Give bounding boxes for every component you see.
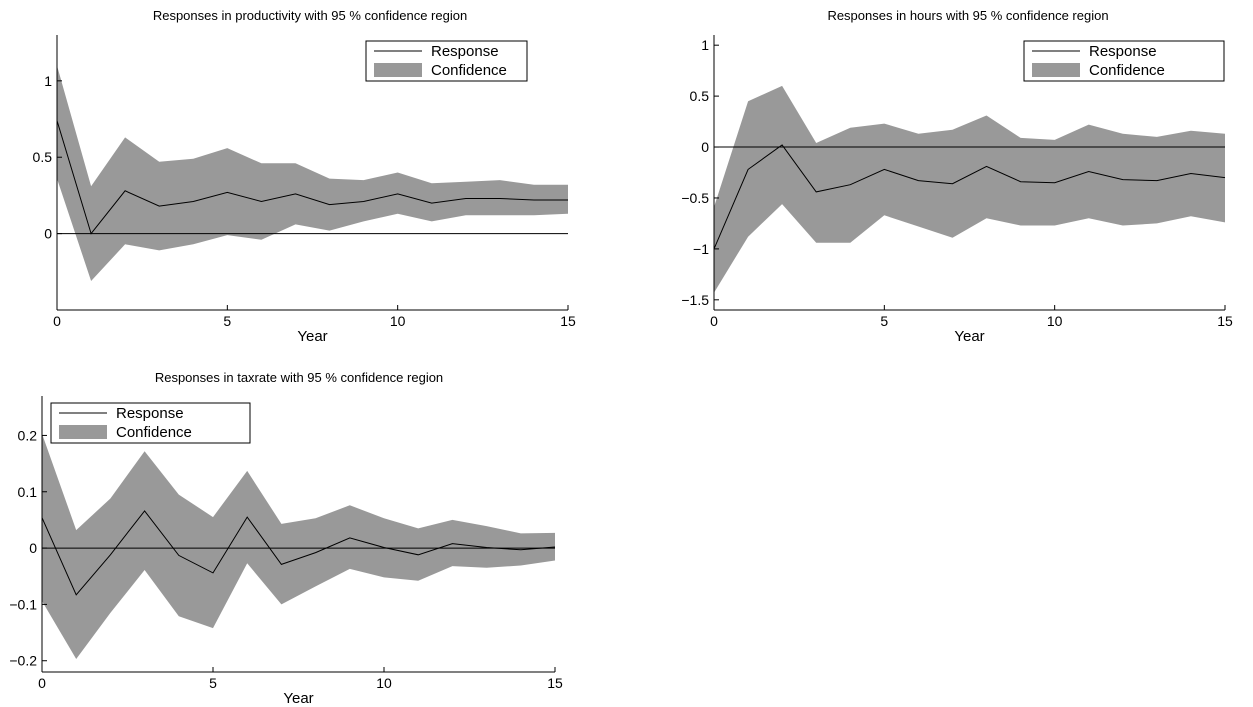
y-tick-label: −0.2 <box>9 653 37 669</box>
y-tick-label: −0.1 <box>9 596 37 612</box>
response-line <box>41 510 556 596</box>
chart-panel-3: Responses in taxrate with 95 % confidenc… <box>9 370 563 707</box>
legend-confidence-label: Confidence <box>116 424 192 441</box>
y-tick-label: 0.5 <box>690 88 710 104</box>
response-line <box>56 120 568 235</box>
confidence-band <box>57 65 568 281</box>
y-tick-label: 0 <box>44 226 52 242</box>
chart-panel-2: Responses in hours with 95 % confidence … <box>681 8 1233 345</box>
legend-confidence-swatch <box>1032 63 1080 77</box>
legend-confidence-label: Confidence <box>431 62 507 79</box>
legend-confidence-label: Confidence <box>1089 62 1165 79</box>
chart-title: Responses in hours with 95 % confidence … <box>827 8 1108 23</box>
legend: Response Confidence <box>1023 40 1225 82</box>
x-tick-label: 15 <box>547 675 563 691</box>
x-axis-label: Year <box>954 328 984 345</box>
y-tick-label: 0 <box>701 139 709 155</box>
y-tick-label: 0 <box>29 540 37 556</box>
y-tick-label: −1 <box>693 241 709 257</box>
x-tick-label: 10 <box>1047 313 1063 329</box>
x-tick-label: 0 <box>53 313 61 329</box>
x-tick-label: 10 <box>390 313 406 329</box>
legend: Response Confidence <box>50 402 251 444</box>
x-axis-label: Year <box>283 690 313 707</box>
response-line <box>713 144 1226 250</box>
confidence-band <box>42 433 555 659</box>
x-tick-label: 5 <box>880 313 888 329</box>
y-tick-label: 1 <box>701 37 709 53</box>
y-tick-label: 0.1 <box>18 484 38 500</box>
x-tick-label: 10 <box>376 675 392 691</box>
legend-response-label: Response <box>116 405 184 422</box>
y-tick-label: 0.5 <box>33 149 53 165</box>
y-tick-label: −0.5 <box>681 190 709 206</box>
legend-confidence-swatch <box>59 425 107 439</box>
chart-panel-1: Responses in productivity with 95 % conf… <box>33 8 576 345</box>
x-tick-label: 15 <box>1217 313 1233 329</box>
x-axis-label: Year <box>297 328 327 345</box>
y-tick-label: −1.5 <box>681 292 709 308</box>
x-tick-label: 0 <box>38 675 46 691</box>
legend: Response Confidence <box>365 40 528 82</box>
legend-response-label: Response <box>431 43 499 60</box>
x-tick-label: 15 <box>560 313 576 329</box>
x-tick-label: 5 <box>223 313 231 329</box>
legend-response-label: Response <box>1089 43 1157 60</box>
y-tick-label: 1 <box>44 73 52 89</box>
x-tick-label: 5 <box>209 675 217 691</box>
y-tick-label: 0.2 <box>18 427 38 443</box>
legend-confidence-swatch <box>374 63 422 77</box>
chart-title: Responses in taxrate with 95 % confidenc… <box>155 370 443 385</box>
confidence-band <box>714 85 1225 293</box>
x-tick-label: 0 <box>710 313 718 329</box>
chart-title: Responses in productivity with 95 % conf… <box>153 8 467 23</box>
